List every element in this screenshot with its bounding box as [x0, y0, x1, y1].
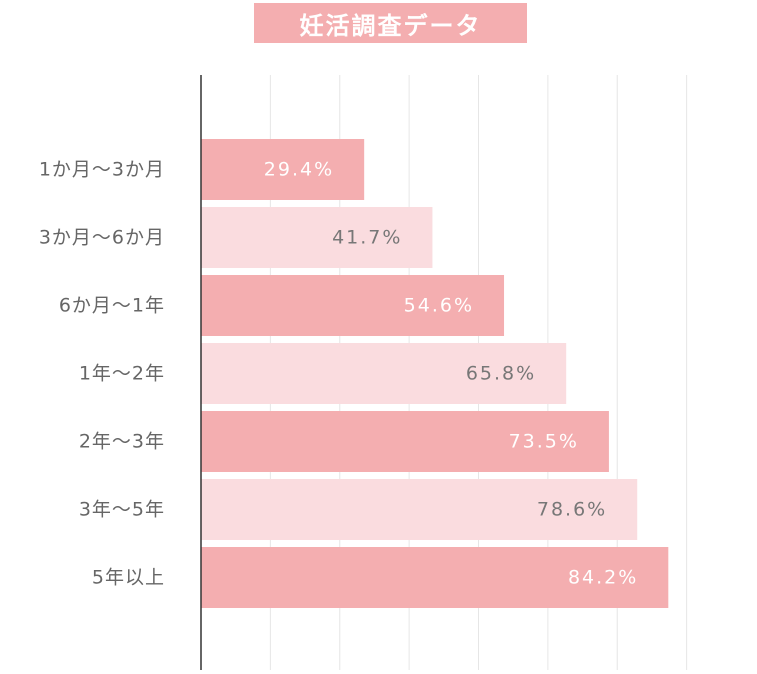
bar [201, 343, 567, 404]
category-label: 3年～5年 [79, 499, 165, 521]
value-labels: 29.4% 41.7% 54.6% 65.8% 73.5% 78.6% 84.2% [264, 159, 638, 589]
bar [201, 275, 505, 336]
category-label: 3か月～6か月 [39, 227, 165, 249]
bar [201, 479, 638, 540]
value-label: 84.2% [568, 567, 638, 589]
bars [201, 139, 669, 608]
bar [201, 411, 609, 472]
category-label: 2年～3年 [79, 431, 165, 453]
category-label: 1年～2年 [79, 363, 165, 385]
category-label: 1か月～3か月 [39, 159, 165, 181]
value-label: 54.6% [404, 295, 474, 317]
category-label: 5年以上 [92, 567, 165, 589]
category-labels: 1か月～3か月 3か月～6か月 6か月～1年 1年～2年 2年～3年 3年～5年 5年以上 [39, 159, 165, 589]
bar [201, 207, 433, 268]
chart-title: 妊活調査データ [254, 3, 527, 43]
bar [201, 139, 365, 200]
value-label: 73.5% [509, 431, 579, 453]
bar [201, 547, 669, 608]
category-label: 6か月～1年 [59, 295, 165, 317]
value-label: 41.7% [332, 227, 402, 249]
value-label: 65.8% [466, 363, 536, 385]
value-label: 78.6% [537, 499, 607, 521]
value-label: 29.4% [264, 159, 334, 181]
